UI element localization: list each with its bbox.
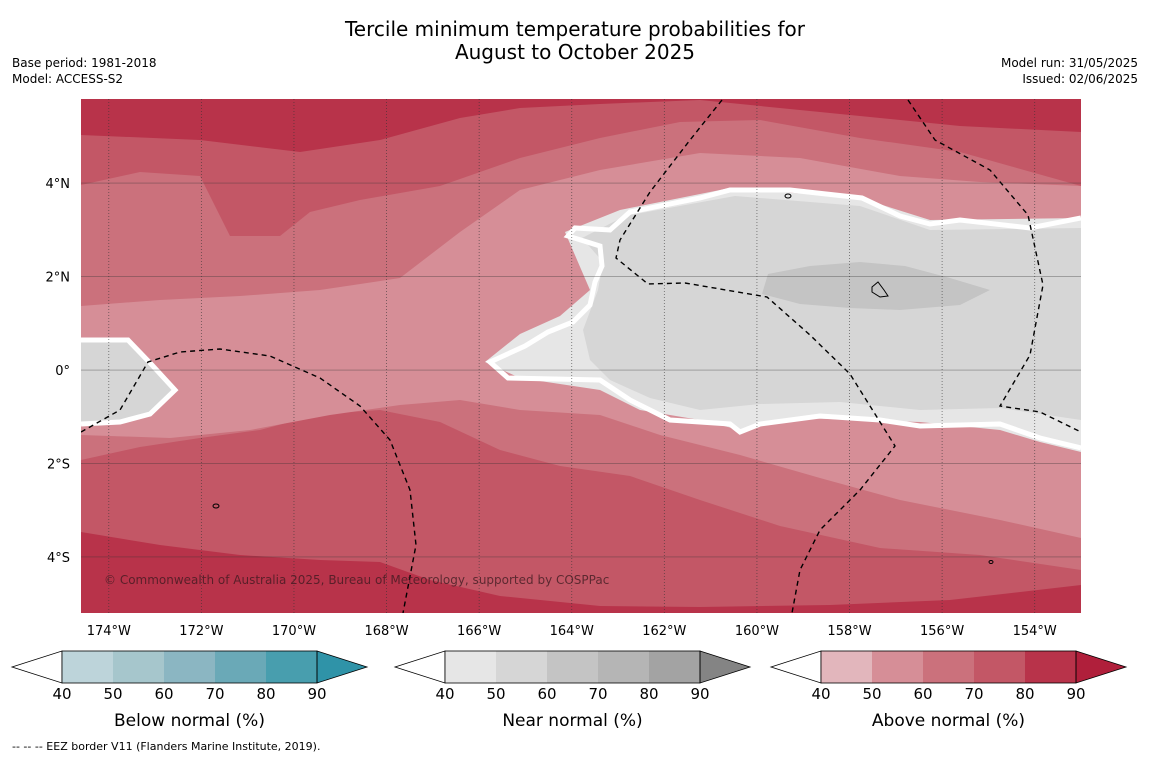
model-run: Model run: 31/05/2025 bbox=[1000, 56, 1138, 70]
map-figure: © Commonwealth of Australia 2025, Bureau… bbox=[10, 99, 1128, 731]
latitude-tick-label: 2°N bbox=[46, 271, 71, 286]
colorbar-extend-high bbox=[699, 650, 752, 684]
colorbar-outline bbox=[820, 650, 1077, 684]
copyright-notice: © Commonwealth of Australia 2025, Bureau… bbox=[104, 573, 609, 587]
colorbar-tick-label: 40 bbox=[52, 685, 71, 703]
longitude-tick-label: 154°W bbox=[1013, 624, 1057, 639]
colorbar-extend-high bbox=[1075, 650, 1128, 684]
colorbar-tick-label: 70 bbox=[964, 685, 983, 703]
colorbar-tick-label: 80 bbox=[1015, 685, 1034, 703]
colorbar: 40 50 60 70 80 90 Below normal (%) bbox=[10, 650, 369, 731]
longitude-tick-label: 156°W bbox=[920, 624, 964, 639]
longitude-tick-label: 168°W bbox=[364, 624, 408, 639]
band-near-50-60 bbox=[582, 196, 1081, 420]
map-title: Tercile minimum temperature probabilitie… bbox=[0, 18, 1150, 64]
colorbar: 40 50 60 70 80 90 Above normal (%) bbox=[769, 650, 1128, 731]
colorbar-tick-label: 70 bbox=[588, 685, 607, 703]
longitude-tick-label: 172°W bbox=[179, 624, 223, 639]
latitude-tick-label: 4°S bbox=[47, 551, 70, 566]
issued-date: Issued: 02/06/2025 bbox=[1022, 72, 1138, 86]
colorbar: 40 50 60 70 80 90 Near normal (%) bbox=[393, 650, 752, 731]
eez-border-north-east bbox=[907, 99, 1081, 433]
colorbar-segment bbox=[62, 651, 113, 683]
colorbar-segment bbox=[974, 651, 1025, 683]
colorbar-extend-high bbox=[316, 650, 369, 684]
longitude-tick-label: 170°W bbox=[272, 624, 316, 639]
colorbar-tick-label: 90 bbox=[690, 685, 709, 703]
colorbar-segment bbox=[445, 651, 496, 683]
latitude-tick-label: 2°S bbox=[47, 457, 70, 472]
colorbar-segment bbox=[547, 651, 598, 683]
colorbar-extend-low bbox=[393, 650, 446, 684]
colorbar-label: Near normal (%) bbox=[502, 711, 642, 731]
colorbar-tick-label: 60 bbox=[537, 685, 556, 703]
colorbar-extend-low bbox=[10, 650, 63, 684]
colorbar-tick-label: 50 bbox=[486, 685, 505, 703]
meta-left: Base period: 1981-2018 Model: ACCESS-S2 bbox=[12, 55, 157, 87]
band-near-60-70 bbox=[762, 262, 990, 310]
eez-border-east bbox=[615, 99, 896, 613]
colorbar-segment bbox=[821, 651, 872, 683]
near-normal-boundary bbox=[485, 187, 1081, 451]
title-line-1: Tercile minimum temperature probabilitie… bbox=[344, 17, 806, 41]
island-outline bbox=[212, 503, 220, 509]
colorbar-segment bbox=[1025, 651, 1076, 683]
colorbar-tick-label: 60 bbox=[154, 685, 173, 703]
colorbar-segment bbox=[496, 651, 547, 683]
colorbar-outline bbox=[444, 650, 701, 684]
colorbar-tick-label: 50 bbox=[862, 685, 881, 703]
colorbar-tick-label: 80 bbox=[256, 685, 275, 703]
latitude-tick-label: 4°N bbox=[46, 177, 71, 192]
colorbar-segment bbox=[113, 651, 164, 683]
colorbar-segment bbox=[598, 651, 649, 683]
colorbar-tick-label: 60 bbox=[913, 685, 932, 703]
colorbar-tick-label: 40 bbox=[435, 685, 454, 703]
band-near-west bbox=[81, 340, 172, 424]
colorbar-tick-label: 40 bbox=[811, 685, 830, 703]
meta-right: Model run: 31/05/2025 Issued: 02/06/2025 bbox=[1001, 55, 1138, 87]
longitude-tick-label: 174°W bbox=[87, 624, 131, 639]
colorbar-segment bbox=[266, 651, 317, 683]
longitude-tick-label: 158°W bbox=[827, 624, 871, 639]
colorbar-legends: 40 50 60 70 80 90 Below normal (%) 40 50 60 70 80 90… bbox=[10, 650, 1128, 731]
colorbar-tick-label: 70 bbox=[205, 685, 224, 703]
colorbar-extend-low bbox=[769, 650, 822, 684]
colorbar-segment bbox=[923, 651, 974, 683]
island-outline bbox=[871, 281, 889, 298]
latitude-tick-label: 0° bbox=[55, 364, 70, 379]
latitude-axis: 4°N 2°N 0° 2°S 4°S bbox=[46, 177, 71, 566]
colorbar-segment bbox=[872, 651, 923, 683]
colorbar-outline bbox=[61, 650, 318, 684]
title-line-2: August to October 2025 bbox=[454, 40, 696, 64]
island-outline bbox=[988, 560, 994, 564]
longitude-axis: 174°W 172°W 170°W 168°W 166°W 164°W 162°W 160°W… bbox=[87, 624, 1057, 639]
longitude-tick-label: 162°W bbox=[642, 624, 686, 639]
model-name: Model: ACCESS-S2 bbox=[12, 72, 124, 86]
colorbar-label: Above normal (%) bbox=[872, 711, 1025, 731]
colorbar-segment bbox=[164, 651, 215, 683]
colorbar-tick-label: 50 bbox=[103, 685, 122, 703]
colorbar-tick-label: 90 bbox=[1066, 685, 1085, 703]
longitude-tick-label: 166°W bbox=[457, 624, 501, 639]
colorbar-segment bbox=[649, 651, 700, 683]
eez-legend-note: -- -- -- EEZ border V11 (Flanders Marine… bbox=[12, 740, 321, 753]
gridlines bbox=[81, 99, 1081, 613]
map-plot-area: © Commonwealth of Australia 2025, Bureau… bbox=[81, 99, 1081, 613]
base-period: Base period: 1981-2018 bbox=[12, 56, 157, 70]
colorbar-segment bbox=[215, 651, 266, 683]
longitude-tick-label: 160°W bbox=[735, 624, 779, 639]
colorbar-tick-label: 90 bbox=[307, 685, 326, 703]
colorbar-tick-label: 80 bbox=[639, 685, 658, 703]
west-near-boundary bbox=[81, 337, 179, 427]
island-outline bbox=[784, 193, 792, 199]
longitude-tick-label: 164°W bbox=[550, 624, 594, 639]
colorbar-label: Below normal (%) bbox=[114, 711, 265, 731]
